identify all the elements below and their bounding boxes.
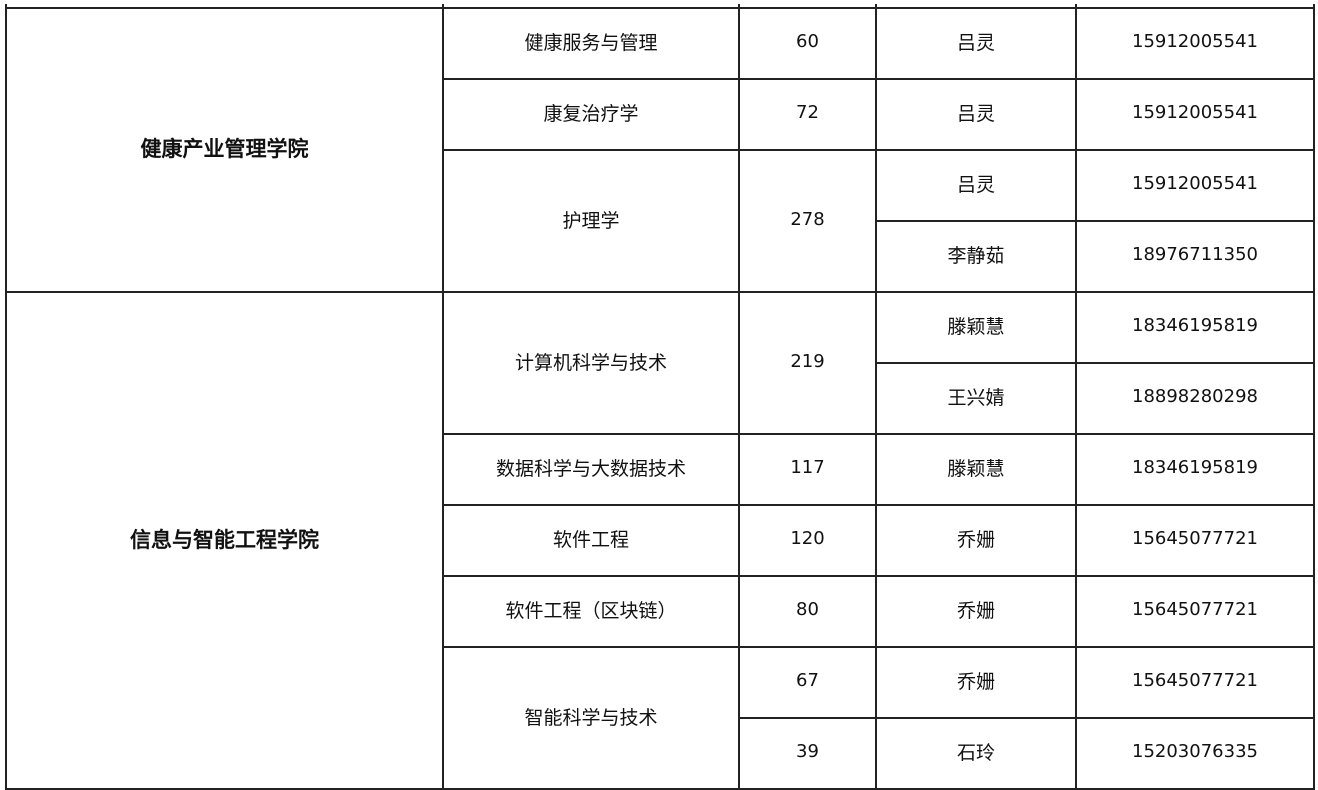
count-cell: 67 — [738, 646, 877, 719]
table-row: 李静茹 18976711350 — [6, 220, 1315, 293]
table-row: 智能科学与技术 67 乔姗 15645077721 — [6, 646, 1315, 790]
enrollment-contact-table: 健康产业管理学院 健康服务与管理 60 吕灵 15912005541 康复治疗学… — [5, 4, 1315, 790]
contact-person-cell: 乔姗 — [875, 575, 1077, 648]
contact-person-cell: 吕灵 — [875, 7, 1077, 80]
phone-cell: 18976711350 — [1075, 220, 1315, 293]
major-cell: 计算机科学与技术 — [442, 291, 740, 435]
count-cell: 39 — [738, 717, 877, 790]
contact-person-cell: 乔姗 — [875, 504, 1077, 577]
table-row: 信息与智能工程学院 计算机科学与技术 219 滕颖慧 18346195819 — [5, 291, 1315, 790]
count-cell: 120 — [738, 504, 877, 577]
major-cell: 软件工程 — [442, 504, 740, 577]
phone-cell: 15645077721 — [1075, 504, 1315, 577]
college-cell: 信息与智能工程学院 — [5, 291, 444, 790]
contact-person-cell: 乔姗 — [875, 646, 1077, 719]
college-cell: 健康产业管理学院 — [5, 7, 444, 293]
count-cell: 80 — [738, 575, 877, 648]
table-row — [5, 4, 1315, 9]
contact-person-cell: 吕灵 — [875, 149, 1077, 222]
count-cell: 60 — [738, 7, 877, 80]
major-cell: 护理学 — [442, 149, 740, 293]
table-row: 康复治疗学 72 吕灵 15912005541 — [6, 78, 1315, 151]
major-cell: 数据科学与大数据技术 — [442, 433, 740, 506]
table-row: 王兴婧 18898280298 — [6, 362, 1315, 435]
major-cell: 智能科学与技术 — [442, 646, 740, 790]
phone-cell: 18898280298 — [1075, 362, 1315, 435]
contact-person-cell: 滕颖慧 — [875, 291, 1077, 364]
table-row: 软件工程（区块链） 80 乔姗 15645077721 — [6, 575, 1315, 648]
phone-cell: 18346195819 — [1075, 433, 1315, 506]
table-row: 数据科学与大数据技术 117 滕颖慧 18346195819 — [6, 433, 1315, 506]
contact-person-cell: 李静茹 — [875, 220, 1077, 293]
phone-cell: 15912005541 — [1075, 149, 1315, 222]
table-row: 软件工程 120 乔姗 15645077721 — [6, 504, 1315, 577]
count-cell: 72 — [738, 78, 877, 151]
phone-cell: 15645077721 — [1075, 646, 1315, 719]
major-cell: 软件工程（区块链） — [442, 575, 740, 648]
phone-cell: 15203076335 — [1075, 717, 1315, 790]
count-cell: 278 — [738, 149, 877, 293]
contact-person-cell: 吕灵 — [875, 78, 1077, 151]
count-cell: 117 — [738, 433, 877, 506]
phone-cell: 15912005541 — [1075, 7, 1315, 80]
table-row: 护理学 278 吕灵 15912005541 — [6, 149, 1315, 293]
table-row: 健康产业管理学院 健康服务与管理 60 吕灵 15912005541 — [5, 7, 1315, 293]
phone-cell: 18346195819 — [1075, 291, 1315, 364]
major-cell: 康复治疗学 — [442, 78, 740, 151]
phone-cell: 15912005541 — [1075, 78, 1315, 151]
contact-person-cell: 滕颖慧 — [875, 433, 1077, 506]
phone-cell: 15645077721 — [1075, 575, 1315, 648]
major-cell: 健康服务与管理 — [442, 7, 740, 80]
contact-person-cell: 石玲 — [875, 717, 1077, 790]
contact-person-cell: 王兴婧 — [875, 362, 1077, 435]
count-cell: 219 — [738, 291, 877, 435]
